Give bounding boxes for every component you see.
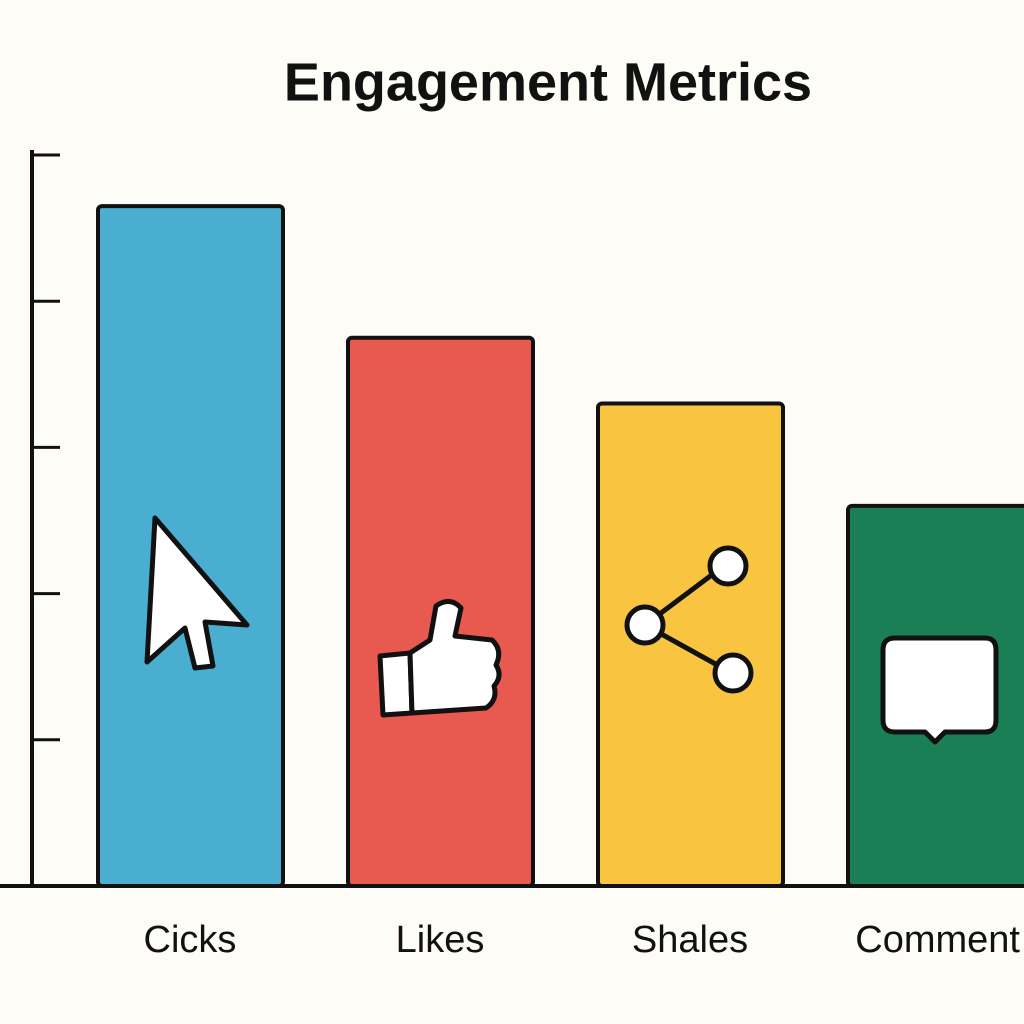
comment-icon: [880, 635, 999, 745]
x-tick-label: Likes: [396, 919, 485, 961]
share-node: [624, 604, 666, 646]
share-node: [707, 545, 749, 587]
bar: [596, 401, 785, 888]
chart-title: Engagement Metrics: [284, 52, 812, 112]
thumb-icon: [407, 599, 502, 716]
thumb-cuff: [377, 650, 415, 718]
x-tick-label: Shales: [632, 919, 748, 961]
x-tick-label: Comment: [855, 919, 1020, 961]
share-node: [712, 652, 754, 694]
cursor-icon: [144, 515, 250, 671]
x-tick-label: Cicks: [144, 919, 237, 961]
icons: [144, 515, 999, 745]
bars: [96, 204, 1024, 889]
bar: [96, 204, 285, 889]
